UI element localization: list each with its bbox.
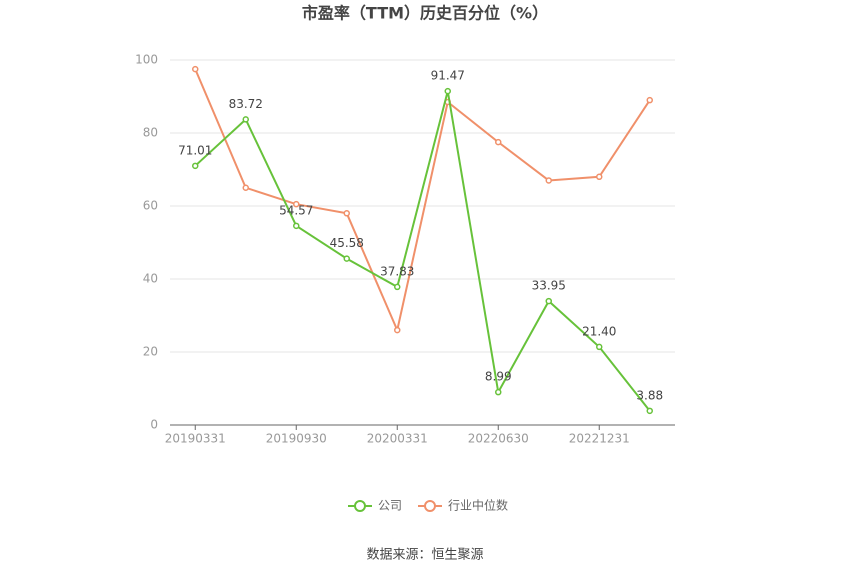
y-tick-label: 0	[150, 418, 158, 432]
x-tick-label: 20220630	[468, 432, 529, 446]
data-point	[192, 162, 199, 170]
data-point	[596, 173, 603, 181]
series-line	[194, 68, 651, 334]
data-point	[596, 343, 603, 351]
data-label: 3.88	[636, 388, 663, 402]
data-point	[192, 65, 199, 73]
source: 数据来源：恒生聚源	[366, 548, 483, 563]
chart-title: 市盈率（TTM）历史百分位（%）	[302, 4, 548, 23]
x-tick-label: 20190331	[165, 432, 226, 446]
data-point	[343, 210, 350, 217]
data-point	[343, 255, 350, 262]
y-tick-label: 20	[143, 345, 158, 359]
y-tick-label: 40	[143, 272, 158, 286]
y-tick-label: 100	[135, 53, 158, 67]
data-point	[545, 297, 552, 305]
data-label: 91.47	[431, 69, 465, 83]
x-tick-label: 20221231	[569, 432, 630, 446]
x-tick-label: 20190930	[266, 432, 327, 446]
legend-marker	[424, 500, 436, 512]
data-label: 54.57	[279, 203, 313, 217]
data-label: 33.95	[532, 279, 566, 293]
legend-item: 行业中位数	[418, 498, 508, 513]
legend-label: 行业中位数	[448, 498, 508, 513]
data-point	[293, 222, 300, 230]
data-label: 8.99	[485, 370, 512, 384]
series-line	[194, 90, 651, 412]
data-label: 83.72	[229, 97, 263, 111]
data-point	[242, 116, 249, 123]
data-label: 45.58	[330, 236, 364, 250]
legend-marker	[354, 500, 366, 512]
data-point	[646, 407, 653, 415]
data-label: 37.83	[380, 264, 414, 278]
data-point	[545, 177, 552, 184]
legend-label: 公司	[378, 499, 402, 513]
y-tick-label: 80	[143, 126, 158, 140]
data-point	[293, 200, 300, 208]
data-label: 21.40	[582, 324, 616, 338]
data-point	[495, 388, 502, 396]
data-point	[495, 138, 502, 146]
data-point	[394, 326, 401, 334]
data-point	[444, 87, 451, 95]
data-point	[394, 283, 401, 291]
data-point	[646, 96, 653, 104]
x-tick-label: 20200331	[367, 432, 428, 446]
data-label: 71.01	[178, 143, 212, 157]
data-point	[242, 184, 249, 191]
legend-item: 公司	[348, 499, 402, 513]
y-tick-label: 60	[143, 199, 158, 213]
